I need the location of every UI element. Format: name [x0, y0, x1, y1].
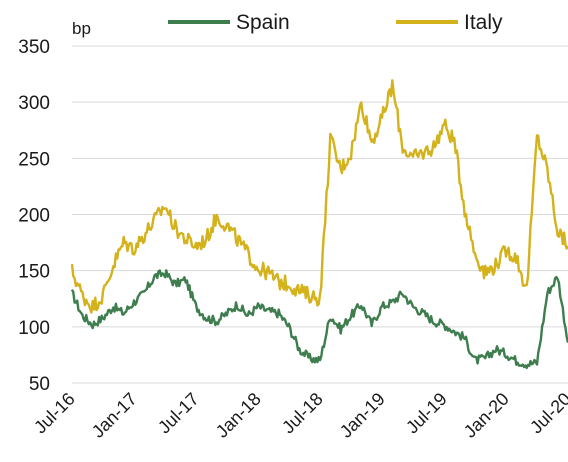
series-lines [70, 79, 568, 370]
x-tick-label: Jan-18 [212, 389, 265, 442]
x-tick-label: Jul-19 [402, 389, 451, 438]
x-tick-label: Jan-17 [88, 389, 141, 442]
y-axis-ticks: 50 100 150 200 250 300 350 [18, 37, 50, 395]
y-tick-label: 100 [18, 318, 50, 339]
legend-label-spain: Spain [236, 11, 290, 34]
x-axis-ticks: Jul-16 Jan-17 Jul-17 Jan-18 Jul-18 Jan-19 Jul-… [30, 389, 568, 442]
y-tick-label: 50 [29, 374, 50, 395]
x-tick-label: Jul-16 [30, 389, 79, 438]
x-tick-label: Jul-20 [526, 389, 568, 438]
y-tick-label: 200 [18, 206, 50, 227]
y-tick-label: 150 [18, 262, 50, 283]
legend-label-italy: Italy [464, 11, 503, 34]
x-tick-label: Jan-20 [460, 389, 513, 442]
x-tick-label: Jul-17 [154, 389, 203, 438]
y-tick-label: 250 [18, 149, 50, 170]
y-tick-label: 300 [18, 93, 50, 114]
y-axis-unit-label: bp [72, 19, 91, 38]
x-tick-label: Jul-18 [278, 389, 327, 438]
gridlines [72, 45, 568, 384]
series-line-italy [70, 79, 568, 314]
series-line-spain [70, 269, 568, 370]
legend: Spain Italy [168, 11, 503, 34]
x-tick-label: Jan-19 [336, 389, 389, 442]
y-tick-label: 350 [18, 37, 50, 58]
